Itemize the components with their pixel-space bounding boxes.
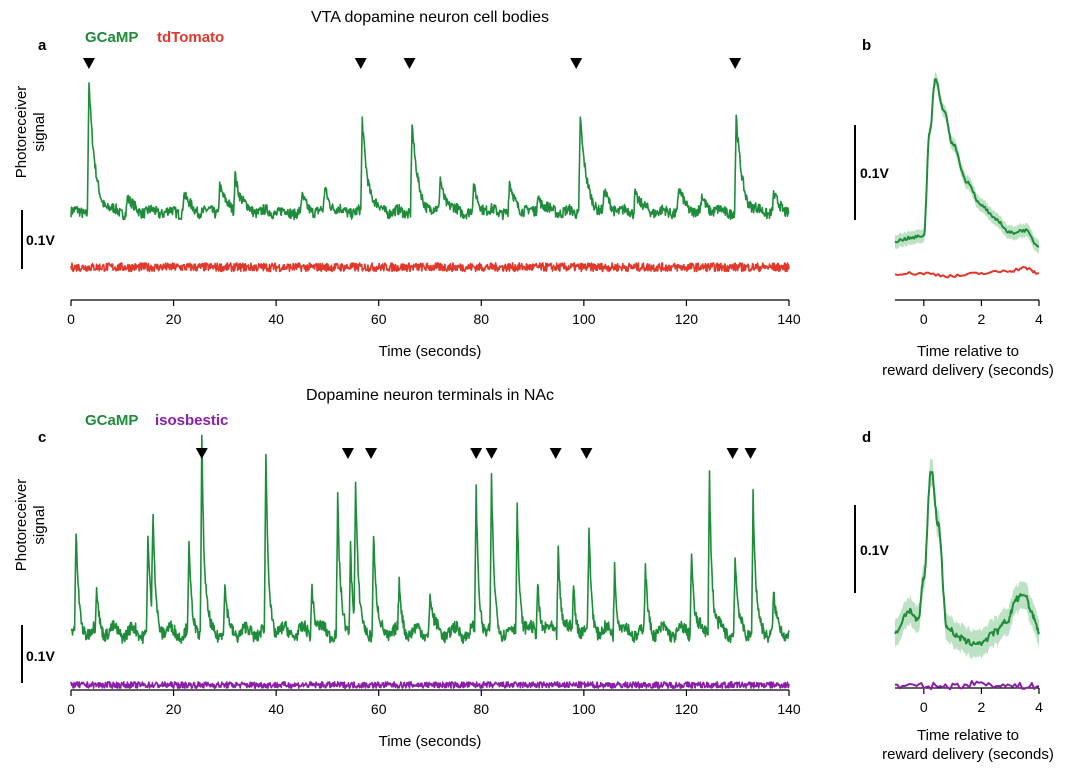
x-tick-label-c: 0 bbox=[67, 701, 75, 717]
reward-marker-c bbox=[726, 448, 739, 459]
series-line-isosbestic-c bbox=[70, 681, 790, 689]
reward-marker-c bbox=[485, 448, 498, 459]
plot-b: 0 2 4 bbox=[894, 72, 1043, 327]
panel-letter-a: a bbox=[38, 37, 47, 54]
plot-c: 0 20 40 60 80 100 120 140 bbox=[67, 434, 801, 717]
xlabel-b: Time relative to reward delivery (seconds… bbox=[882, 343, 1054, 379]
x-tick-label-c: 100 bbox=[572, 701, 596, 717]
panel-letter-c: c bbox=[38, 429, 46, 446]
reward-marker-c bbox=[365, 448, 378, 459]
x-tick-label-c: 20 bbox=[166, 701, 182, 717]
series-line-gcamp-b bbox=[894, 78, 1040, 248]
panel-letter-b: b bbox=[862, 37, 871, 54]
x-tick-label-b: 0 bbox=[920, 311, 928, 327]
x-tick-label-a: 40 bbox=[268, 311, 284, 327]
x-tick-label-a: 20 bbox=[166, 311, 182, 327]
reward-marker-c bbox=[744, 448, 757, 459]
xlabel-c: Time (seconds) bbox=[379, 733, 482, 750]
legend-gcamp-a: GCaMP bbox=[85, 29, 138, 46]
x-tick-label-a: 80 bbox=[473, 311, 489, 327]
scale-label-d: 0.1V bbox=[860, 542, 889, 558]
reward-marker-c bbox=[341, 448, 354, 459]
series-line-tdtomato-b bbox=[894, 265, 1040, 279]
reward-marker-c bbox=[195, 448, 208, 459]
x-tick-label-b: 4 bbox=[1035, 311, 1043, 327]
x-tick-label-a: 0 bbox=[67, 311, 75, 327]
x-tick-label-c: 80 bbox=[473, 701, 489, 717]
legend-tdtomato-a: tdTomato bbox=[157, 29, 224, 46]
panel-letter-d: d bbox=[862, 429, 871, 446]
x-tick-label-a: 120 bbox=[675, 311, 699, 327]
reward-marker-c bbox=[470, 448, 483, 459]
reward-marker-c bbox=[580, 448, 593, 459]
xlabel-a: Time (seconds) bbox=[379, 343, 482, 360]
reward-marker-a bbox=[82, 58, 95, 69]
title-a: VTA dopamine neuron cell bodies bbox=[311, 9, 549, 26]
series-line-isosbestic-d bbox=[894, 680, 1040, 691]
scale-label-a: 0.1V bbox=[26, 232, 55, 248]
legend-isosbestic-c: isosbestic bbox=[155, 412, 228, 429]
x-tick-label-a: 60 bbox=[371, 311, 387, 327]
error-band-b bbox=[895, 72, 1039, 254]
x-tick-label-d: 4 bbox=[1035, 699, 1043, 715]
x-tick-label-c: 120 bbox=[675, 701, 699, 717]
x-tick-label-a: 140 bbox=[777, 311, 801, 327]
reward-marker-a bbox=[729, 58, 742, 69]
x-tick-label-d: 0 bbox=[920, 699, 928, 715]
x-tick-label-d: 2 bbox=[978, 699, 986, 715]
ylabel-c: Photoreceiversignal bbox=[13, 479, 48, 572]
series-line-gcamp-d bbox=[894, 470, 1040, 647]
series-line-tdtomato-a bbox=[70, 262, 790, 273]
x-tick-label-c: 60 bbox=[371, 701, 387, 717]
plot-a: 0 20 40 60 80 100 120 140 bbox=[67, 58, 801, 327]
reward-marker-c bbox=[549, 448, 562, 459]
x-tick-label-a: 100 bbox=[572, 311, 596, 327]
scale-label-b: 0.1V bbox=[860, 165, 889, 181]
reward-marker-a bbox=[403, 58, 416, 69]
reward-marker-a bbox=[354, 58, 367, 69]
title-c: Dopamine neuron terminals in NAc bbox=[306, 387, 554, 404]
x-tick-label-c: 40 bbox=[268, 701, 284, 717]
reward-marker-a bbox=[570, 58, 583, 69]
error-band-d bbox=[895, 458, 1039, 659]
series-line-gcamp-c bbox=[70, 434, 790, 645]
xlabel-d: Time relative to reward delivery (seconds… bbox=[882, 727, 1054, 763]
x-tick-label-c: 140 bbox=[777, 701, 801, 717]
scale-label-c: 0.1V bbox=[26, 648, 55, 664]
ylabel-a: Photoreceiversignal bbox=[13, 86, 48, 179]
series-line-gcamp-a bbox=[70, 82, 790, 221]
x-tick-label-b: 2 bbox=[978, 311, 986, 327]
plot-d: 0 2 4 bbox=[894, 458, 1043, 715]
legend-gcamp-c: GCaMP bbox=[85, 412, 138, 429]
